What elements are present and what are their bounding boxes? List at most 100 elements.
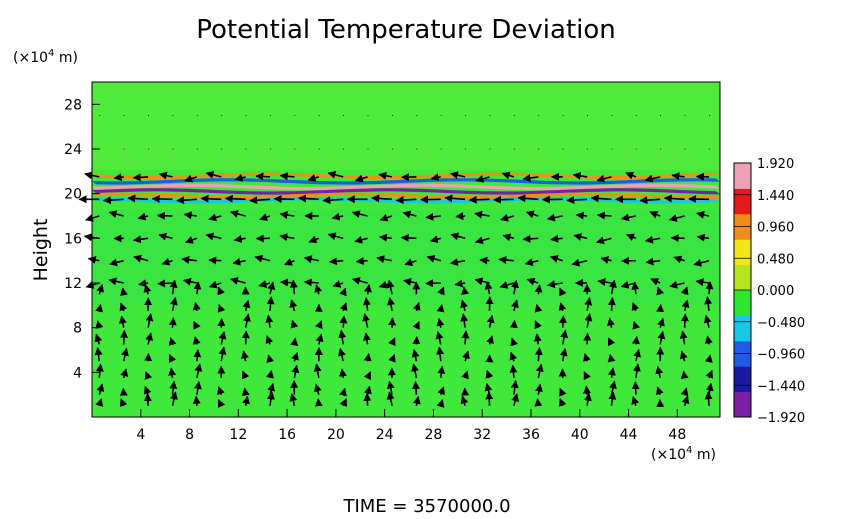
wind-vector xyxy=(584,313,593,328)
wind-vector xyxy=(95,398,104,407)
upper-layer-shade xyxy=(92,82,720,170)
x-tick-label: 28 xyxy=(425,427,443,443)
wind-vector xyxy=(649,210,661,219)
wind-vector xyxy=(85,281,100,289)
wind-vector xyxy=(549,255,563,263)
colorbar-tick-label: 0.480 xyxy=(757,252,794,267)
wind-vector xyxy=(354,174,368,183)
wind-vector xyxy=(435,330,444,345)
wind-vector xyxy=(474,210,490,219)
wind-vector xyxy=(625,171,637,180)
wind-vector xyxy=(455,212,466,221)
wind-vector xyxy=(450,232,466,241)
wind-vector xyxy=(363,371,372,381)
wind-vector xyxy=(484,281,493,295)
wind-vector xyxy=(429,235,442,244)
wind-vector xyxy=(696,210,710,219)
wind-vectors xyxy=(78,115,714,409)
wind-vector xyxy=(205,232,222,241)
wind-vector xyxy=(314,398,323,407)
wind-vector xyxy=(386,279,395,295)
colorbar: 1.920 1.440 0.960 0.480 0.000 −0.480 −0.960 −1.… xyxy=(733,157,805,426)
wind-vector xyxy=(119,302,128,312)
wind-vector xyxy=(502,233,515,242)
wind-vector xyxy=(144,371,153,381)
wind-vector xyxy=(351,210,368,218)
y-tick-label: 12 xyxy=(64,276,82,292)
wind-vector xyxy=(327,232,344,241)
y-tick-label: 8 xyxy=(73,321,82,337)
x-tick-label: 4 xyxy=(136,427,145,443)
wind-vector xyxy=(85,214,100,222)
wind-vector xyxy=(108,210,124,218)
wind-vector xyxy=(193,380,202,395)
wind-vector xyxy=(255,172,271,181)
wind-vector xyxy=(145,313,154,328)
wind-vector xyxy=(218,331,227,345)
wind-vector xyxy=(412,320,420,330)
wind-vector xyxy=(181,255,197,264)
colorbar-segment xyxy=(734,315,751,342)
wind-vector xyxy=(259,213,271,221)
wind-vector xyxy=(404,258,417,266)
wind-vector xyxy=(331,212,344,221)
wind-vector xyxy=(290,337,299,346)
wind-vector xyxy=(559,347,568,362)
wind-vector xyxy=(680,313,689,328)
wind-vector xyxy=(314,383,322,395)
colorbar-tick-label: −1.440 xyxy=(757,379,805,394)
wind-vector xyxy=(500,213,515,222)
wind-vector xyxy=(704,296,713,311)
colorbar-segment xyxy=(734,239,751,266)
x-tick-label: 32 xyxy=(473,427,491,443)
wind-vector xyxy=(308,235,320,244)
wind-vector xyxy=(314,284,323,295)
wind-vector xyxy=(339,387,347,397)
x-tick-label: 20 xyxy=(327,427,345,443)
wind-vector xyxy=(596,236,612,245)
wind-vector xyxy=(680,370,689,380)
wind-vector xyxy=(307,174,320,182)
wind-vector xyxy=(332,280,344,288)
wind-vector xyxy=(522,234,539,243)
wind-vector xyxy=(113,173,124,182)
wind-vector xyxy=(493,195,514,204)
x-tick-label: 44 xyxy=(620,427,638,443)
x-tick-label: 24 xyxy=(376,427,394,443)
wind-vector xyxy=(279,172,295,181)
wind-vector xyxy=(671,172,685,181)
wind-vector xyxy=(510,379,519,395)
wind-vector xyxy=(704,391,713,406)
wind-vector xyxy=(200,194,222,203)
wind-vector xyxy=(376,255,393,264)
wind-vector xyxy=(338,329,347,345)
wind-vector xyxy=(436,399,445,408)
wind-vector xyxy=(322,196,344,205)
colorbar-tick-label: 0.960 xyxy=(757,221,794,236)
wind-vector xyxy=(607,367,616,379)
wind-vector xyxy=(668,214,685,222)
wind-vector xyxy=(436,346,445,362)
wind-vector xyxy=(535,383,543,395)
wind-vector xyxy=(266,296,275,311)
wind-vector xyxy=(95,303,104,313)
wind-vector xyxy=(193,349,202,362)
x-tick-label: 40 xyxy=(571,427,589,443)
wind-vector xyxy=(558,302,567,312)
wind-vector xyxy=(279,233,295,242)
wind-vector xyxy=(291,351,299,362)
wind-vector xyxy=(379,213,393,222)
wind-vector xyxy=(378,171,393,180)
wind-vector xyxy=(234,173,246,182)
wind-vector xyxy=(273,194,295,203)
wind-vector xyxy=(193,281,202,295)
wind-vector xyxy=(127,194,149,203)
wind-vector xyxy=(192,336,201,345)
wind-vector xyxy=(315,333,324,345)
wind-vector xyxy=(656,386,664,396)
wind-vector xyxy=(386,391,395,406)
wind-vector xyxy=(479,256,490,265)
wind-vector xyxy=(485,369,494,379)
wind-vector xyxy=(328,257,344,266)
wind-vector xyxy=(229,277,246,285)
